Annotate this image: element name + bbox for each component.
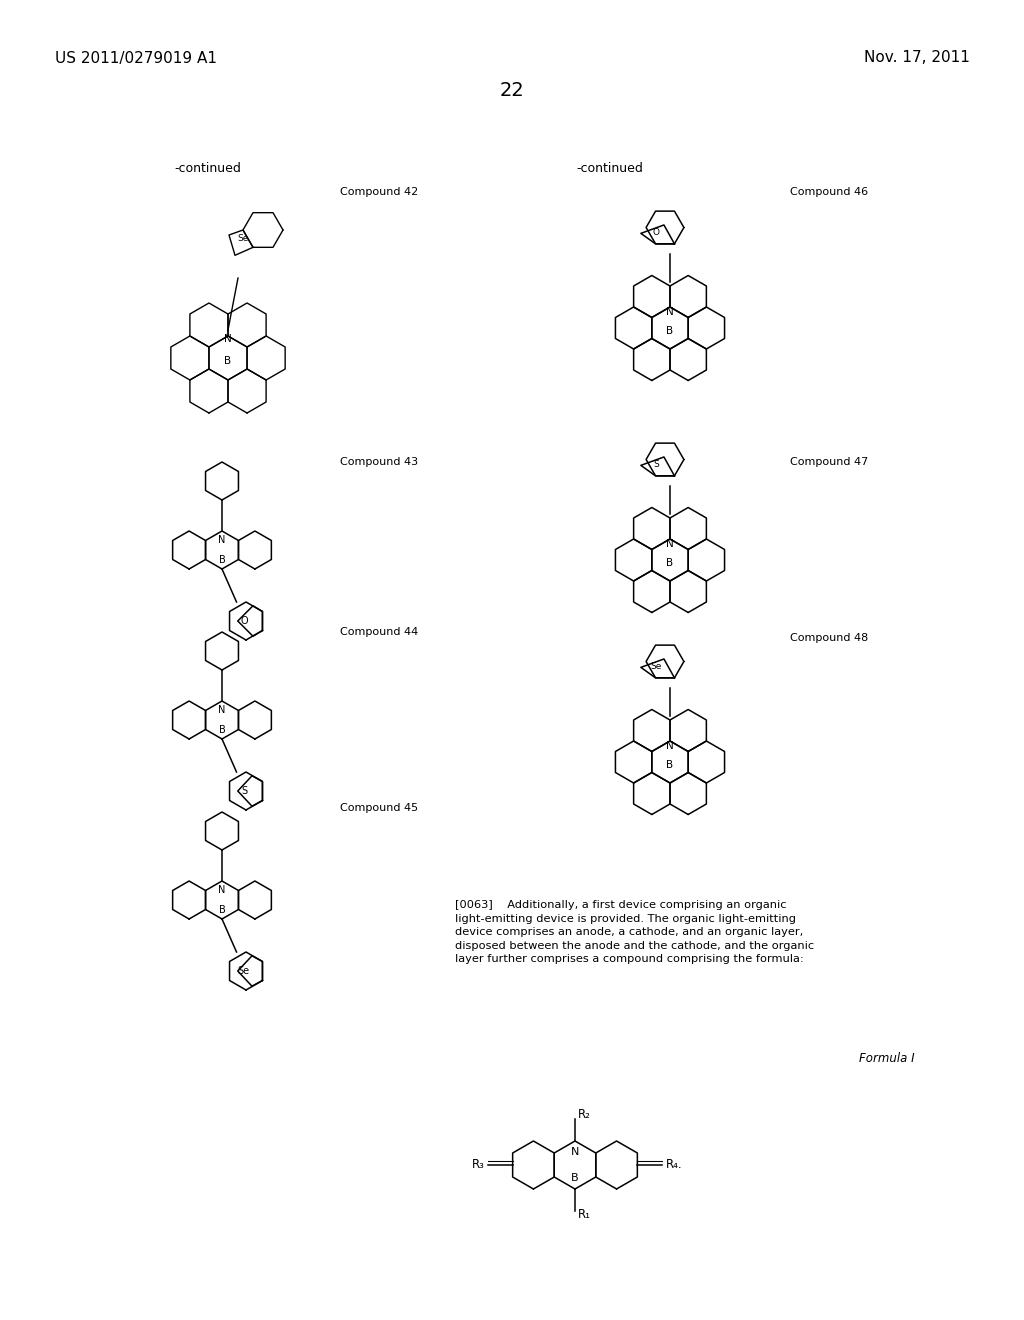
Text: B: B [667,326,674,337]
Text: Compound 47: Compound 47 [790,457,868,467]
Text: R₂: R₂ [578,1109,591,1122]
Text: N: N [218,884,225,895]
Text: [0063]    Additionally, a first device comprising an organic
light-emitting devi: [0063] Additionally, a first device comp… [455,900,814,965]
Text: Compound 42: Compound 42 [340,187,418,197]
Text: R₁: R₁ [578,1209,591,1221]
Text: R₃: R₃ [472,1159,484,1172]
Text: B: B [571,1173,579,1183]
Text: Compound 43: Compound 43 [340,457,418,467]
Text: US 2011/0279019 A1: US 2011/0279019 A1 [55,50,217,66]
Text: N: N [218,705,225,714]
Text: B: B [219,726,225,735]
Text: Compound 46: Compound 46 [790,187,868,197]
Text: N: N [224,334,231,345]
Text: B: B [667,760,674,770]
Text: N: N [667,308,674,317]
Text: B: B [224,356,231,366]
Text: S: S [242,785,248,796]
Text: B: B [219,556,225,565]
Text: B: B [219,906,225,916]
Text: N: N [667,540,674,549]
Text: Compound 45: Compound 45 [340,803,418,813]
Text: 22: 22 [500,81,524,99]
Text: -continued: -continued [174,161,242,174]
Text: N: N [667,742,674,751]
Text: Se: Se [650,661,663,671]
Text: -continued: -continued [577,161,643,174]
Text: Nov. 17, 2011: Nov. 17, 2011 [864,50,970,66]
Text: N: N [218,535,225,545]
Text: Se: Se [238,966,250,975]
Text: Compound 48: Compound 48 [790,634,868,643]
Text: B: B [667,558,674,568]
Text: Formula I: Formula I [859,1052,915,1064]
Text: R₄.: R₄. [666,1159,682,1172]
Text: O: O [241,616,248,626]
Text: S: S [653,459,659,469]
Text: Se: Se [238,234,249,243]
Text: O: O [653,227,659,236]
Text: Compound 44: Compound 44 [340,627,418,638]
Text: N: N [570,1147,580,1156]
